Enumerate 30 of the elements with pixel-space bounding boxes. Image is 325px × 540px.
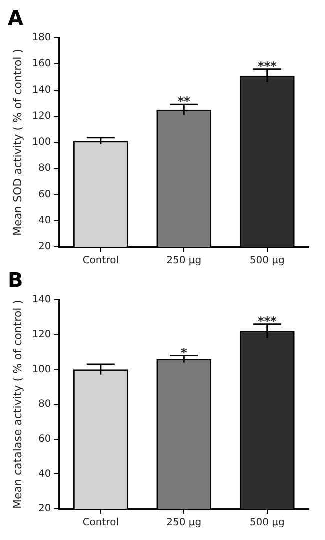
y-tick-label: 40 (38, 468, 52, 480)
y-tick-label: 140 (32, 84, 52, 96)
y-tick-label: 100 (32, 137, 52, 148)
y-tick-label: 120 (32, 110, 52, 122)
chart-title: A (8, 6, 24, 30)
y-tick-label: 20 (38, 242, 52, 253)
x-tick-label: 500 µg (250, 256, 285, 267)
x-tick-label: 250 µg (166, 518, 202, 529)
y-tick-label: 120 (32, 329, 52, 340)
y-tick-label: 160 (32, 58, 52, 70)
annotation: ** (178, 94, 192, 109)
y-tick-label: 180 (32, 32, 52, 44)
x-tick-label: Control (82, 518, 119, 529)
y-tick-label: 60 (38, 189, 52, 200)
y-tick-label: 80 (38, 163, 52, 174)
y-tick-label: 20 (38, 504, 52, 515)
y-tick-label: 40 (38, 215, 52, 226)
y-tick-label: 140 (32, 294, 52, 306)
annotation: *** (258, 314, 278, 329)
annotation: * (181, 346, 188, 360)
y-tick-label: 60 (38, 434, 52, 445)
x-tick-label: 250 µg (166, 256, 202, 267)
y-axis-title: Mean SOD activity ( % of control ) (11, 49, 24, 236)
annotation: *** (258, 59, 278, 74)
x-tick-label: 500 µg (250, 518, 285, 529)
y-axis-title: Mean catalase activity ( % of control ) (11, 300, 24, 509)
chart-title: B (8, 268, 24, 292)
y-tick-label: 80 (38, 399, 52, 410)
y-tick-label: 100 (32, 364, 52, 376)
x-tick-label: Control (82, 256, 119, 267)
